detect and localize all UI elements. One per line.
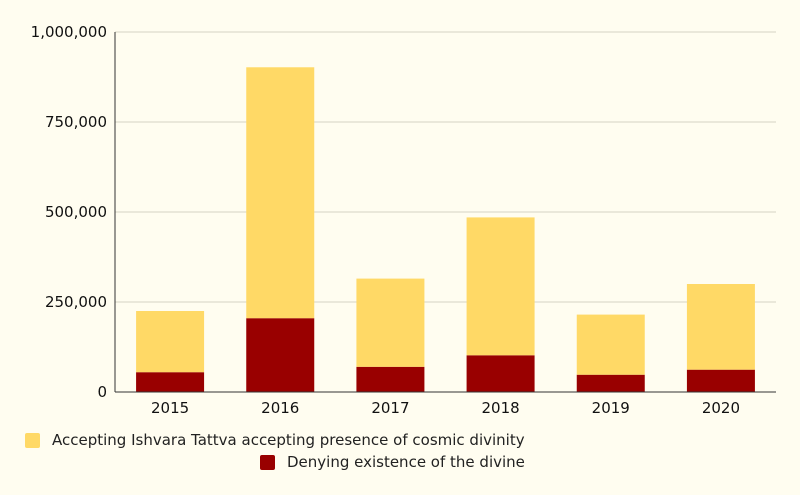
x-tick-label: 2017 (371, 399, 409, 417)
y-tick-label: 250,000 (45, 293, 107, 311)
x-tick-label: 2019 (592, 399, 630, 417)
bar-segment-accepting-2020[interactable] (686, 284, 755, 370)
bar-segment-denying-2015[interactable] (136, 372, 205, 392)
grid-lines (115, 31, 776, 303)
bar-segment-accepting-2015[interactable] (136, 311, 205, 373)
legend-swatch-accepting (25, 432, 40, 448)
bar-segment-accepting-2018[interactable] (466, 217, 535, 356)
x-tick-label: 2015 (151, 399, 189, 417)
bars (136, 67, 755, 392)
y-tick-label: 500,000 (45, 203, 107, 221)
bar-segment-accepting-2016[interactable] (246, 67, 315, 319)
axes (114, 32, 776, 393)
x-tick-labels: 2015 2016 2017 2018 2019 2020 (151, 399, 740, 417)
y-tick-label: 750,000 (45, 113, 107, 131)
bar-segment-accepting-2019[interactable] (576, 314, 645, 375)
bar-segment-denying-2016[interactable] (246, 318, 315, 392)
x-tick-label: 2016 (261, 399, 299, 417)
legend-item-denying[interactable]: Denying existence of the divine (260, 453, 525, 471)
stacked-bar-chart: 0 250,000 500,000 750,000 1,000,000 2015 2016… (31, 23, 776, 417)
bar-segment-denying-2020[interactable] (686, 369, 755, 392)
y-tick-labels: 0 250,000 500,000 750,000 1,000,000 (31, 23, 107, 401)
legend-label-denying: Denying existence of the divine (287, 453, 525, 471)
bar-segment-accepting-2017[interactable] (356, 278, 425, 367)
legend-item-accepting[interactable]: Accepting Ishvara Tattva accepting prese… (25, 431, 525, 449)
legend-swatch-denying (260, 454, 275, 470)
y-tick-label: 1,000,000 (31, 23, 107, 41)
legend-label-accepting: Accepting Ishvara Tattva accepting prese… (52, 431, 525, 449)
bar-segment-denying-2018[interactable] (466, 355, 535, 392)
bar-segment-denying-2017[interactable] (356, 366, 425, 392)
x-tick-label: 2020 (702, 399, 740, 417)
bar-segment-denying-2019[interactable] (576, 374, 645, 392)
x-tick-label: 2018 (481, 399, 519, 417)
y-tick-label: 0 (97, 383, 107, 401)
